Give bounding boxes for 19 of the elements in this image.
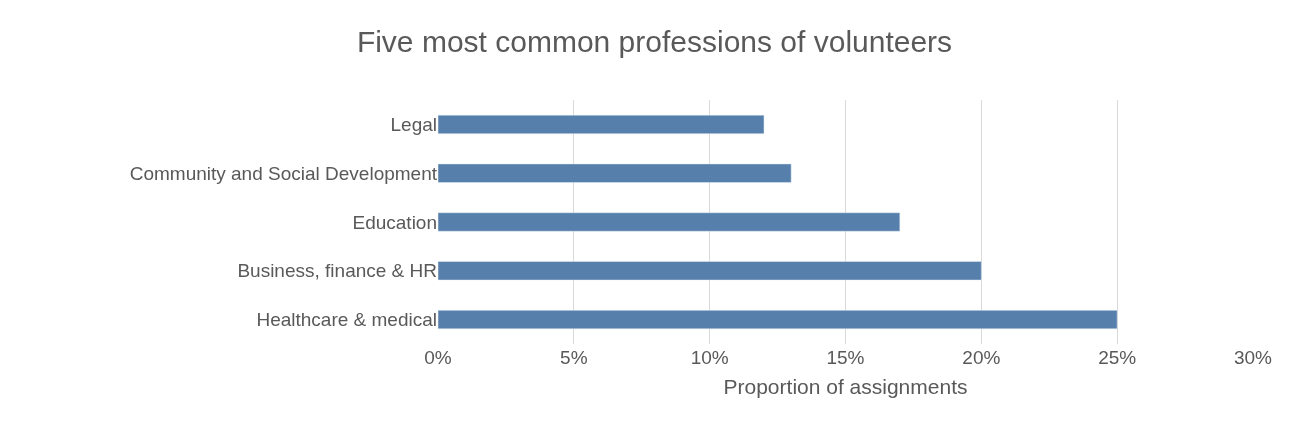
bar	[438, 310, 1118, 330]
x-tick-label: 15%	[826, 347, 865, 368]
y-tick-label: Business, finance & HR	[237, 260, 437, 282]
y-tick-label: Healthcare & medical	[256, 309, 437, 331]
x-tick-label: 30%	[1233, 347, 1273, 368]
x-tick-label: 5%	[560, 347, 588, 368]
bar	[438, 114, 765, 134]
y-tick-label: Legal	[390, 114, 437, 136]
x-tick-label: 10%	[690, 347, 729, 368]
bar	[438, 163, 792, 183]
bar	[438, 261, 982, 281]
x-tick-label: 0%	[424, 347, 452, 368]
y-tick-label: Community and Social Development	[129, 162, 438, 184]
x-tick-label: 25%	[1098, 347, 1137, 368]
bar	[438, 212, 901, 232]
x-axis-title: Proportion of assignments	[723, 375, 968, 399]
chart-title: Five most common professions of volunteers	[356, 24, 953, 58]
x-tick-label: 20%	[962, 347, 1001, 368]
y-tick-label: Education	[352, 211, 437, 233]
